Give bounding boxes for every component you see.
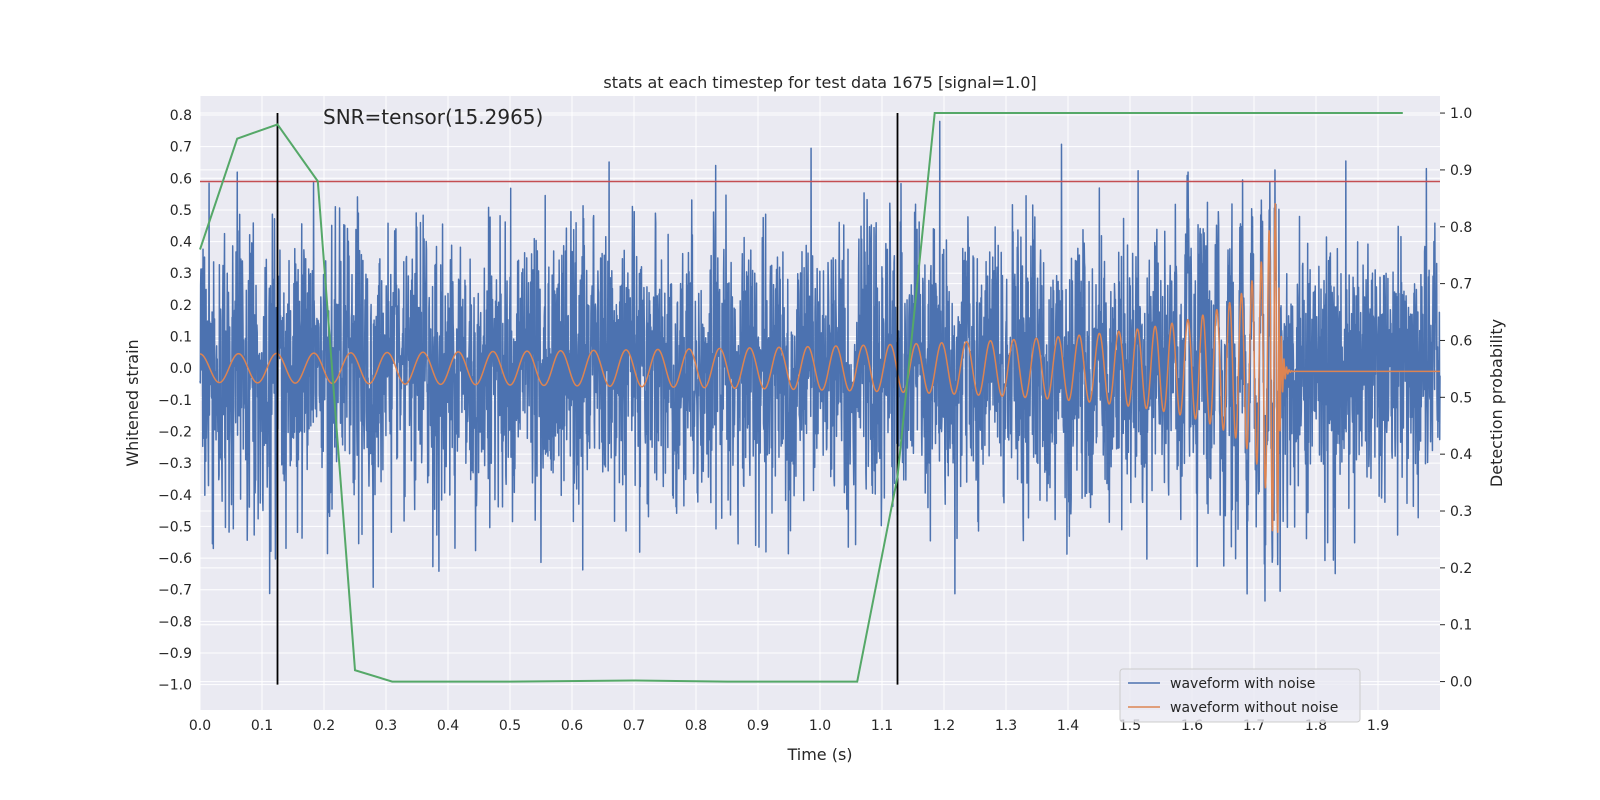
x-tick-label: 0.3 xyxy=(375,718,397,734)
y-tick-label: 0.0 xyxy=(170,361,192,377)
x-tick-label: 1.9 xyxy=(1367,718,1389,734)
snr-annotation: SNR=tensor(15.2965) xyxy=(323,105,543,129)
y-tick-label: −0.5 xyxy=(158,519,192,535)
y-tick-label: −0.9 xyxy=(158,646,192,662)
series-layer xyxy=(199,112,1441,685)
x-tick-label: 1.1 xyxy=(871,718,893,734)
y2-tick-label: 0.6 xyxy=(1450,333,1472,349)
x-tick-label: 0.8 xyxy=(685,718,707,734)
y2-tick-label: 0.3 xyxy=(1450,504,1472,520)
chart-title: stats at each timestep for test data 167… xyxy=(603,73,1036,92)
x-tick-label: 1.2 xyxy=(933,718,955,734)
x-tick-label: 0.5 xyxy=(499,718,521,734)
y-tick-label: 0.7 xyxy=(170,140,192,156)
series-line-waveform-without-noise xyxy=(199,202,1441,533)
y2-axis-label: Detection probability xyxy=(1487,319,1506,487)
x-tick-label: 0.7 xyxy=(623,718,645,734)
y2-tick-label: 0.1 xyxy=(1450,618,1472,634)
x-tick-label: 1.0 xyxy=(809,718,831,734)
y2-tick-label: 0.9 xyxy=(1450,163,1472,179)
y-tick-label: −0.1 xyxy=(158,393,192,409)
y-tick-label: −0.7 xyxy=(158,583,192,599)
x-tick-label: 1.3 xyxy=(995,718,1017,734)
y2-tick-label: 0.2 xyxy=(1450,561,1472,577)
y-tick-label: −0.8 xyxy=(158,614,192,630)
y-axis-label: Whitened strain xyxy=(123,339,142,466)
ticks-layer: 0.0 0.1 0.2 0.3 0.4 0.5 0.6 0.7 0.8 0.9 1.0 1.1 1.2 1… xyxy=(158,106,1472,734)
y-tick-label: −0.6 xyxy=(158,551,192,567)
series-line-waveform-with-noise xyxy=(199,120,1441,602)
series-line-detection-probability xyxy=(199,112,1403,683)
y2-tick-label: 0.4 xyxy=(1450,447,1472,463)
y-tick-label: 0.4 xyxy=(170,235,192,251)
legend-box xyxy=(1119,668,1361,723)
y-tick-label: 0.3 xyxy=(170,266,192,282)
y2-tick-label: 0.7 xyxy=(1450,277,1472,293)
x-axis-label: Time (s) xyxy=(786,745,852,764)
x-tick-label: 0.6 xyxy=(561,718,583,734)
y-tick-label: −0.2 xyxy=(158,424,192,440)
legend-label-noise: waveform with noise xyxy=(1170,676,1315,692)
y2-tick-label: 0.8 xyxy=(1450,220,1472,236)
y-tick-label: 0.2 xyxy=(170,298,192,314)
legend-label-clean: waveform without noise xyxy=(1170,700,1338,716)
x-tick-label: 0.1 xyxy=(251,718,273,734)
x-tick-label: 0.4 xyxy=(437,718,459,734)
y-tick-label: 0.6 xyxy=(170,171,192,187)
legend: waveform with noise waveform without noi… xyxy=(1119,668,1361,723)
x-tick-label: 0.0 xyxy=(189,718,211,734)
y2-tick-label: 1.0 xyxy=(1450,106,1472,122)
y-tick-label: −0.3 xyxy=(158,456,192,472)
x-tick-label: 0.2 xyxy=(313,718,335,734)
y2-tick-label: 0.5 xyxy=(1450,390,1472,406)
y2-tick-label: 0.0 xyxy=(1450,675,1472,691)
y-tick-label: 0.1 xyxy=(170,330,192,346)
y-tick-label: 0.5 xyxy=(170,203,192,219)
y-tick-label: −0.4 xyxy=(158,488,192,504)
x-tick-label: 1.4 xyxy=(1057,718,1079,734)
y-tick-label: −1.0 xyxy=(158,678,192,694)
x-tick-label: 0.9 xyxy=(747,718,769,734)
y-tick-label: 0.8 xyxy=(170,108,192,124)
